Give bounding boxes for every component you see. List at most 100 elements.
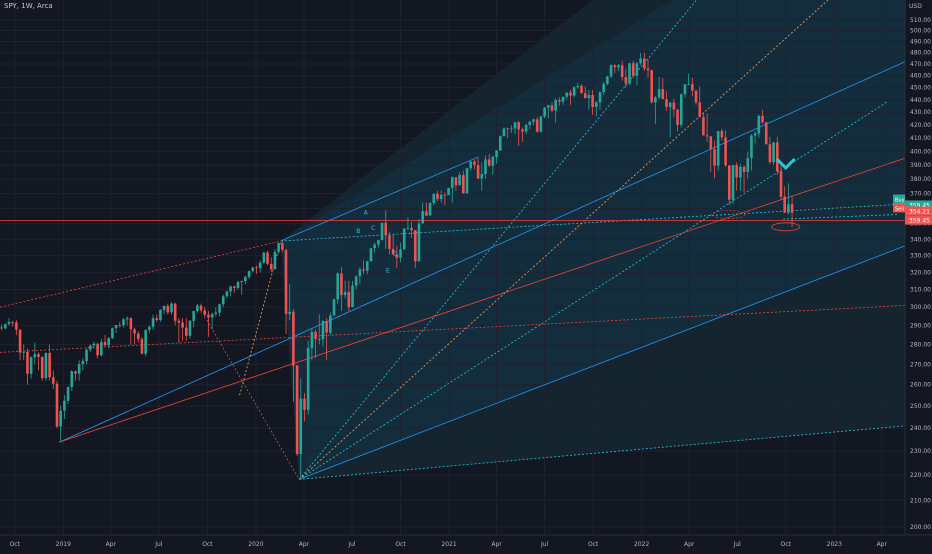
price-label: 359.45 bbox=[909, 202, 930, 209]
candle-body bbox=[450, 177, 454, 188]
price-tick-label: 200.00 bbox=[910, 524, 931, 531]
candle-body bbox=[77, 364, 81, 374]
candle-body bbox=[787, 204, 790, 213]
candle-body bbox=[694, 90, 698, 103]
pattern-label: A bbox=[364, 210, 369, 217]
candle-body bbox=[59, 410, 62, 427]
candle-body bbox=[731, 164, 735, 200]
candle-body bbox=[535, 119, 539, 132]
candle-body bbox=[107, 338, 110, 346]
trend-line[interactable] bbox=[299, 425, 906, 480]
pattern-label: E bbox=[386, 267, 390, 274]
trend-line[interactable] bbox=[298, 0, 829, 480]
candle-body bbox=[373, 244, 376, 249]
time-tick-label: Oct bbox=[781, 541, 792, 548]
candle-body bbox=[583, 93, 587, 99]
candle-body bbox=[214, 312, 218, 314]
candle-body bbox=[410, 227, 413, 231]
candle-body bbox=[661, 89, 665, 100]
candle-body bbox=[221, 296, 225, 305]
candle-body bbox=[521, 129, 524, 132]
price-tick-label: 490.00 bbox=[910, 38, 931, 45]
candle-body bbox=[66, 387, 70, 401]
candle-body bbox=[340, 273, 343, 296]
trend-line[interactable] bbox=[206, 319, 300, 480]
trend-line[interactable] bbox=[783, 214, 898, 220]
price-tick-label: 250.00 bbox=[910, 403, 931, 410]
candle-body bbox=[196, 305, 199, 312]
candle-body bbox=[52, 377, 55, 384]
symbol-title: SPY, 1W, Arca bbox=[4, 2, 53, 10]
candle-body bbox=[303, 398, 306, 410]
candle-body bbox=[587, 94, 591, 99]
price-tick-label: 400.00 bbox=[910, 148, 931, 155]
candle-body bbox=[698, 102, 702, 118]
order-tag-box[interactable] bbox=[893, 194, 905, 204]
candle-body bbox=[240, 280, 243, 282]
candle-body bbox=[598, 92, 602, 103]
candle-body bbox=[414, 230, 417, 262]
candle-body bbox=[761, 115, 764, 123]
trend-line[interactable] bbox=[0, 240, 281, 308]
candle-body bbox=[569, 92, 572, 96]
price-tick-label: 280.00 bbox=[910, 342, 931, 349]
order-tag-box[interactable] bbox=[893, 203, 905, 213]
pattern-label: C bbox=[371, 225, 375, 232]
candle-body bbox=[668, 102, 672, 107]
trend-line[interactable] bbox=[58, 61, 906, 443]
trend-line[interactable] bbox=[0, 305, 906, 353]
price-tick-label: 500.00 bbox=[910, 28, 931, 35]
candle-body bbox=[746, 158, 750, 172]
candle-body bbox=[299, 398, 303, 454]
candle-body bbox=[321, 321, 325, 340]
candle-body bbox=[768, 144, 772, 163]
time-tick-label: Oct bbox=[10, 541, 21, 548]
candle-body bbox=[192, 311, 195, 321]
candle-body bbox=[742, 166, 746, 172]
time-tick-label: Jul bbox=[347, 541, 356, 548]
candle-body bbox=[454, 177, 458, 186]
candle-body bbox=[96, 343, 99, 356]
candle-body bbox=[469, 161, 472, 169]
candle-body bbox=[155, 318, 159, 320]
price-tick-label: 210.00 bbox=[910, 497, 931, 504]
candle-body bbox=[502, 128, 506, 137]
candle-body bbox=[81, 361, 85, 365]
price-tick-label: 420.00 bbox=[910, 122, 931, 129]
trend-line[interactable] bbox=[280, 156, 479, 242]
highlight-ellipse bbox=[771, 222, 801, 232]
candle-body bbox=[779, 171, 783, 197]
trend-line[interactable] bbox=[299, 245, 906, 480]
candle-body bbox=[258, 262, 262, 269]
candle-body bbox=[783, 196, 786, 213]
candle-body bbox=[580, 85, 583, 94]
candle-body bbox=[550, 105, 554, 111]
order-tag-label[interactable]: Sell bbox=[895, 206, 904, 212]
candle-body bbox=[233, 286, 236, 288]
candle-body bbox=[620, 65, 624, 77]
time-tick-label: Oct bbox=[202, 541, 213, 548]
candle-body bbox=[210, 313, 214, 318]
candle-body bbox=[18, 329, 22, 353]
candle-body bbox=[532, 119, 535, 122]
trend-line[interactable] bbox=[58, 157, 906, 443]
candle-body bbox=[498, 136, 502, 151]
candle-body bbox=[118, 325, 122, 326]
candle-body bbox=[650, 70, 653, 103]
candle-body bbox=[181, 322, 184, 328]
candle-body bbox=[565, 92, 569, 97]
candle-body bbox=[624, 76, 628, 84]
candle-body bbox=[33, 354, 37, 358]
price-tick-label: 380.00 bbox=[910, 176, 931, 183]
price-tick-label: 300.00 bbox=[910, 304, 931, 311]
candle-body bbox=[295, 365, 299, 454]
order-tag-label[interactable]: Buy bbox=[895, 198, 905, 204]
candle-body bbox=[676, 109, 679, 125]
candle-body bbox=[606, 76, 609, 84]
candle-body bbox=[428, 202, 432, 216]
price-tick-label: 430.00 bbox=[910, 109, 931, 116]
price-tick-label: 470.00 bbox=[910, 61, 931, 68]
candle-body bbox=[244, 276, 247, 281]
